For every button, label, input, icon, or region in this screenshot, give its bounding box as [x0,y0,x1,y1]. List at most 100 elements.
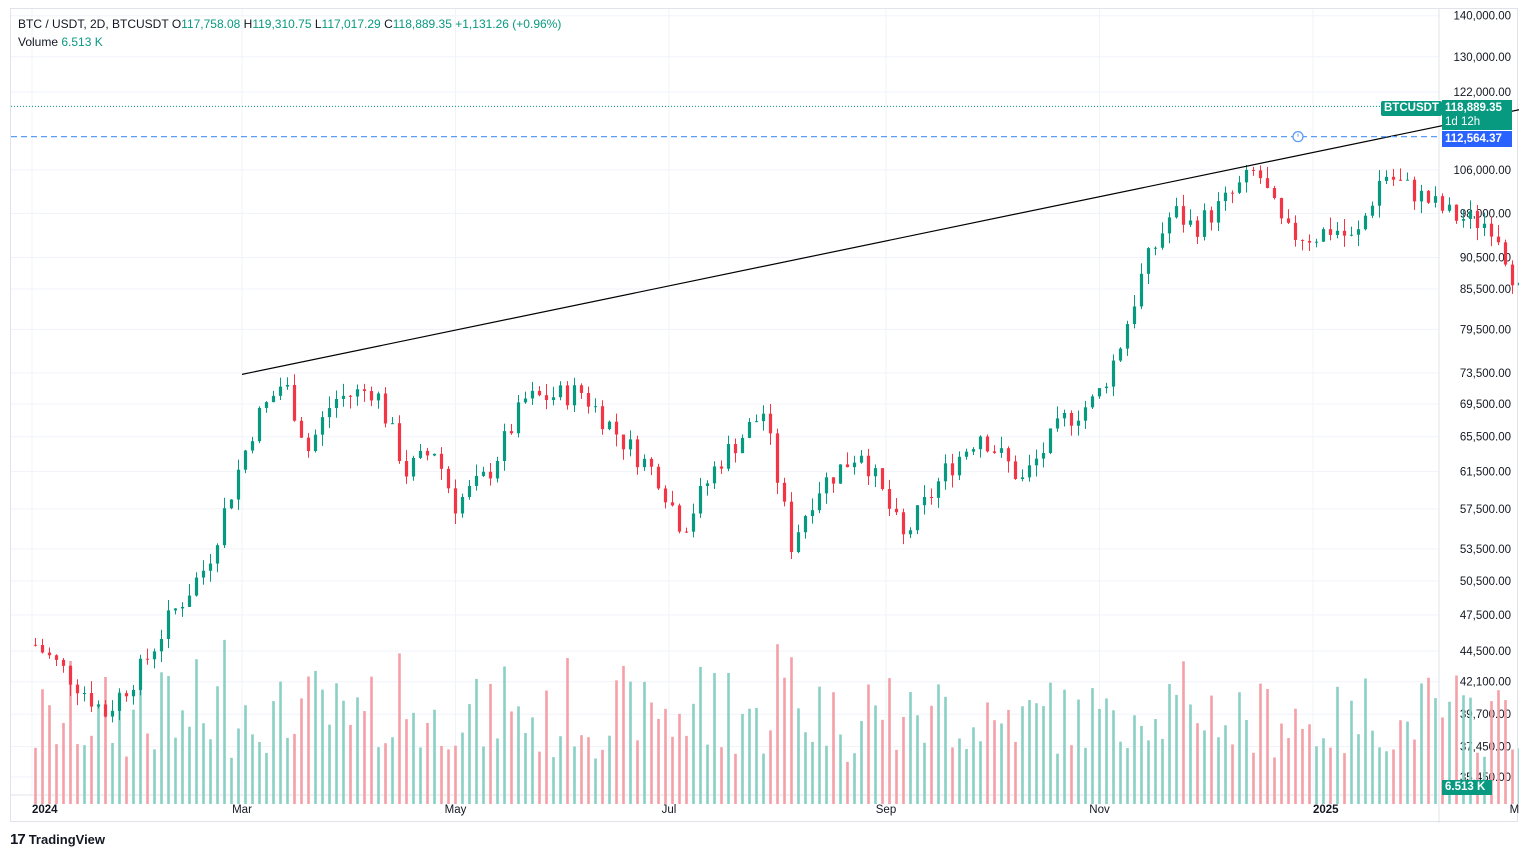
candle-body[interactable] [859,455,864,463]
candle-body[interactable] [1510,264,1515,286]
candle-body[interactable] [677,505,682,532]
candle-body[interactable] [1405,179,1410,181]
candle-body[interactable] [1160,233,1165,248]
candle-body[interactable] [635,439,640,468]
candle-body[interactable] [1223,192,1228,202]
candle-body[interactable] [320,417,325,435]
chart-frame[interactable]: 140,000.00 130,000.00 122,000.00 106,000.00… [10,8,1519,823]
candle-body[interactable] [656,466,661,489]
candle-body[interactable] [740,437,745,454]
candle-body[interactable] [446,468,451,489]
candle-body[interactable] [691,513,696,532]
candle-body[interactable] [1090,396,1095,408]
candle-body[interactable] [824,477,829,494]
candle-body[interactable] [684,531,689,533]
candle-body[interactable] [131,689,136,697]
candle-body[interactable] [712,466,717,484]
candle-body[interactable] [1468,211,1473,219]
candle-body[interactable] [33,644,38,646]
candle-body[interactable] [565,385,570,406]
candle-body[interactable] [558,385,563,398]
candle-body[interactable] [537,390,542,396]
candle-body[interactable] [1216,201,1221,223]
candle-body[interactable] [516,402,521,434]
candle-body[interactable] [1048,428,1053,453]
chart-canvas[interactable]: 140,000.00 130,000.00 122,000.00 106,000.00… [11,9,1519,823]
candle-body[interactable] [803,516,808,533]
candle-body[interactable] [474,475,479,486]
candle-body[interactable] [992,451,997,453]
candle-body[interactable] [943,463,948,482]
candle-body[interactable] [985,436,990,452]
candle-body[interactable] [1041,452,1046,459]
candle-body[interactable] [1251,169,1256,171]
candle-body[interactable] [1209,210,1214,223]
candle-body[interactable] [1377,180,1382,206]
candle-body[interactable] [1020,477,1025,480]
candle-body[interactable] [908,530,913,535]
candle-body[interactable] [124,693,129,697]
candle-body[interactable] [362,389,367,392]
candle-body[interactable] [481,471,486,476]
candle-body[interactable] [831,477,836,484]
candle-body[interactable] [768,413,773,434]
candle-body[interactable] [852,462,857,468]
candle-body[interactable] [180,606,185,609]
candle-body[interactable] [579,385,584,393]
candle-body[interactable] [1454,204,1459,221]
candle-body[interactable] [404,461,409,477]
candle-body[interactable] [495,460,500,479]
candle-body[interactable] [1286,218,1291,223]
alert-price-tag[interactable]: 112,564.37 [1442,131,1512,147]
candle-body[interactable] [838,464,843,484]
candle-body[interactable] [138,658,143,690]
candle-body[interactable] [292,384,297,421]
candle-body[interactable] [600,406,605,430]
candle-body[interactable] [1181,206,1186,225]
candle-body[interactable] [82,693,87,695]
candle-body[interactable] [222,508,227,546]
candle-body[interactable] [257,407,262,442]
candle-body[interactable] [1419,190,1424,202]
candle-body[interactable] [159,638,164,652]
candle-body[interactable] [96,704,101,707]
candle-body[interactable] [1307,240,1312,243]
candle-body[interactable] [1300,239,1305,241]
candle-body[interactable] [1321,229,1326,242]
candle-body[interactable] [201,570,206,578]
candle-body[interactable] [663,488,668,503]
candle-body[interactable] [145,658,150,660]
candle-body[interactable] [1384,176,1389,181]
candle-body[interactable] [243,450,248,470]
candle-body[interactable] [54,655,59,660]
candle-body[interactable] [341,395,346,399]
candle-body[interactable] [530,390,535,399]
candle-body[interactable] [1083,407,1088,421]
candle-body[interactable] [1034,458,1039,466]
candle-body[interactable] [572,385,577,406]
candle-body[interactable] [593,406,598,408]
candle-body[interactable] [810,510,815,517]
candle-body[interactable] [285,384,290,387]
candle-body[interactable] [1195,220,1200,237]
candle-body[interactable] [887,489,892,509]
candle-body[interactable] [817,493,822,511]
candle-body[interactable] [411,457,416,477]
candle-body[interactable] [348,395,353,397]
candle-body[interactable] [950,463,955,476]
candle-body[interactable] [1146,248,1151,274]
candle-body[interactable] [726,444,731,469]
candle-body[interactable] [1188,220,1193,225]
candle-body[interactable] [1328,229,1333,235]
candle-body[interactable] [1363,215,1368,230]
candle-body[interactable] [1265,178,1270,188]
candle-body[interactable] [1475,211,1480,229]
candle-body[interactable] [1132,306,1137,325]
candle-body[interactable] [845,464,850,468]
candle-body[interactable] [1342,230,1347,236]
candle-body[interactable] [187,595,192,607]
candle-body[interactable] [355,389,360,397]
candle-body[interactable] [761,413,766,422]
candle-body[interactable] [957,456,962,476]
tradingview-brand[interactable]: 17 TradingView [10,831,105,848]
